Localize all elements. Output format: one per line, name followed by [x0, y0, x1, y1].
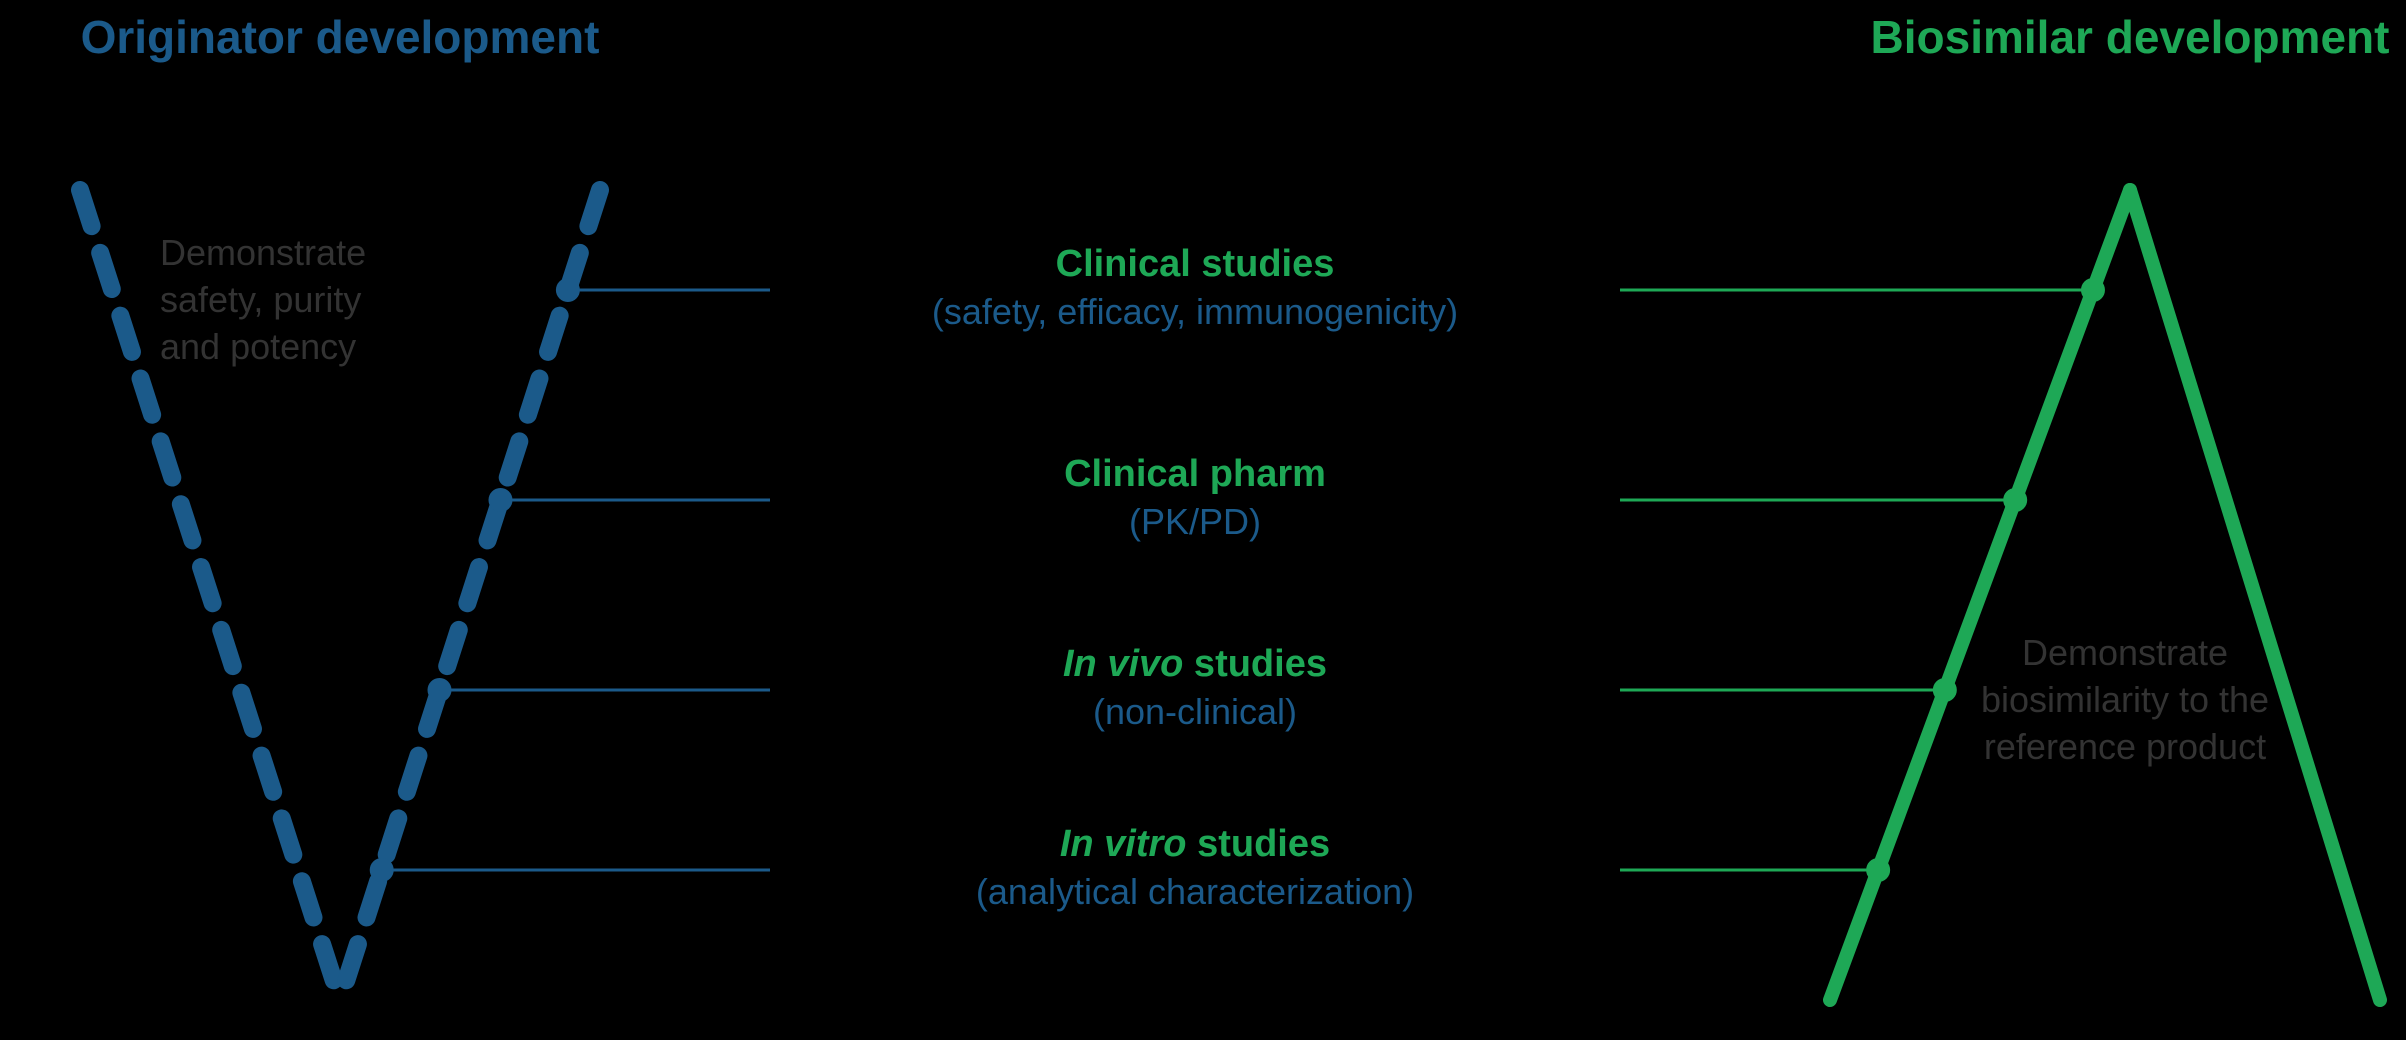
- center-label-sub: (analytical characterization): [790, 869, 1600, 916]
- biosimilar-title-text: Biosimilar development: [1871, 11, 2390, 63]
- biosimilar-title: Biosimilar development: [1870, 10, 2390, 65]
- center-label-row-0: Clinical studies(safety, efficacy, immun…: [790, 240, 1600, 336]
- center-label-row-3: In vitro studies(analytical characteriza…: [790, 820, 1600, 916]
- center-label-main: In vivo studies: [790, 640, 1600, 689]
- center-label-main: Clinical studies: [790, 240, 1600, 289]
- center-label-sub: (safety, efficacy, immunogenicity): [790, 289, 1600, 336]
- originator-title-text: Originator development: [81, 11, 600, 63]
- biosimilar-inner-text: Demonstrate biosimilarity to the referen…: [1940, 630, 2310, 770]
- center-label-row-1: Clinical pharm(PK/PD): [790, 450, 1600, 546]
- center-label-main: In vitro studies: [790, 820, 1600, 869]
- center-label-sub: (non-clinical): [790, 689, 1600, 736]
- originator-title: Originator development: [80, 10, 600, 65]
- center-label-sub: (PK/PD): [790, 499, 1600, 546]
- originator-inner-text: Demonstrate safety, purity and potency: [160, 230, 420, 370]
- center-label-row-2: In vivo studies(non-clinical): [790, 640, 1600, 736]
- center-label-main: Clinical pharm: [790, 450, 1600, 499]
